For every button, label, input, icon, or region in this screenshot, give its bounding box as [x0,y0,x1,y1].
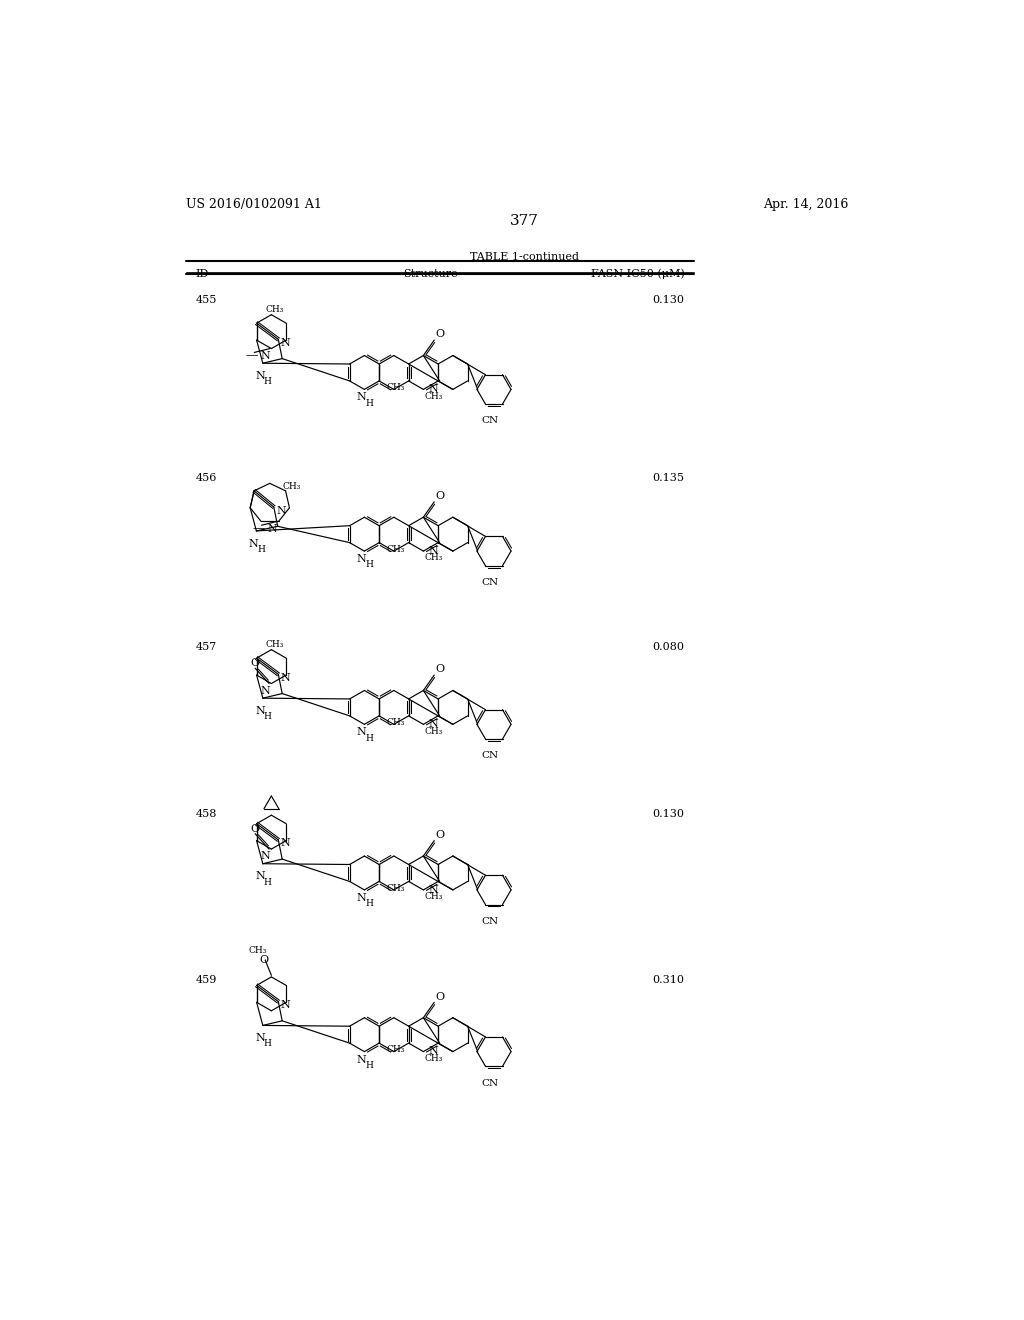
Text: N: N [356,554,367,564]
Text: CN: CN [481,578,499,587]
Text: CH₃: CH₃ [265,640,284,648]
Text: N: N [249,539,258,549]
Text: N: N [429,545,438,556]
Text: O: O [251,659,259,668]
Text: ID: ID [196,268,209,279]
Text: N: N [276,506,286,516]
Text: CN: CN [481,416,499,425]
Text: N: N [267,524,278,533]
Text: CH₃: CH₃ [387,718,406,727]
Text: N: N [281,338,291,347]
Text: N: N [255,871,265,882]
Text: CH₃: CH₃ [425,892,443,902]
Text: N: N [356,892,367,903]
Text: —: — [252,523,265,535]
Text: O: O [436,664,444,675]
Text: N: N [260,686,270,696]
Text: N: N [281,1001,291,1010]
Text: N: N [281,673,291,682]
Text: 456: 456 [196,473,217,483]
Text: H: H [263,1039,271,1048]
Text: CH₃: CH₃ [283,482,301,491]
Text: H: H [366,399,373,408]
Text: N: N [255,706,265,715]
Text: N: N [429,719,438,729]
Text: CH₃: CH₃ [425,1053,443,1063]
Text: 455: 455 [196,296,217,305]
Text: US 2016/0102091 A1: US 2016/0102091 A1 [186,198,322,211]
Text: CH₃: CH₃ [425,726,443,735]
Text: 458: 458 [196,809,217,818]
Text: H: H [257,545,265,554]
Text: Apr. 14, 2016: Apr. 14, 2016 [764,198,849,211]
Text: H: H [263,711,271,721]
Text: CH₃: CH₃ [425,392,443,401]
Text: O: O [436,330,444,339]
Text: O: O [259,956,268,965]
Text: 0.130: 0.130 [652,809,684,818]
Text: N: N [260,351,270,360]
Text: N: N [281,838,291,849]
Text: CH₃: CH₃ [265,305,284,314]
Text: 459: 459 [196,974,217,985]
Text: N: N [429,884,438,895]
Text: 0.310: 0.310 [652,974,684,985]
Text: H: H [366,899,373,908]
Text: 0.135: 0.135 [652,473,684,483]
Text: H: H [263,878,271,887]
Text: N: N [255,371,265,381]
Text: N: N [260,851,270,862]
Text: N: N [356,1055,367,1065]
Text: H: H [366,561,373,569]
Text: CH₃: CH₃ [387,1045,406,1055]
Text: H: H [263,378,271,385]
Text: FASN IC50 (μM): FASN IC50 (μM) [591,268,684,279]
Text: —: — [245,350,257,363]
Text: O: O [436,830,444,840]
Text: O: O [436,991,444,1002]
Text: CH₃: CH₃ [387,545,406,554]
Text: TABLE 1-continued: TABLE 1-continued [470,252,580,263]
Text: Structure: Structure [402,268,458,279]
Text: CN: CN [481,917,499,925]
Text: 377: 377 [510,214,540,228]
Text: H: H [366,734,373,743]
Text: O: O [436,491,444,502]
Text: N: N [255,1034,265,1043]
Text: N: N [429,384,438,393]
Text: N: N [356,727,367,738]
Text: CH₃: CH₃ [387,884,406,892]
Text: CH₃: CH₃ [248,946,266,956]
Text: CH₃: CH₃ [387,383,406,392]
Text: N: N [356,392,367,403]
Text: CN: CN [481,1078,499,1088]
Text: CH₃: CH₃ [425,553,443,562]
Text: O: O [251,824,259,834]
Text: 0.080: 0.080 [652,642,684,652]
Text: 0.130: 0.130 [652,296,684,305]
Text: CN: CN [481,751,499,760]
Text: 457: 457 [196,642,217,652]
Text: H: H [366,1061,373,1069]
Text: N: N [429,1047,438,1056]
